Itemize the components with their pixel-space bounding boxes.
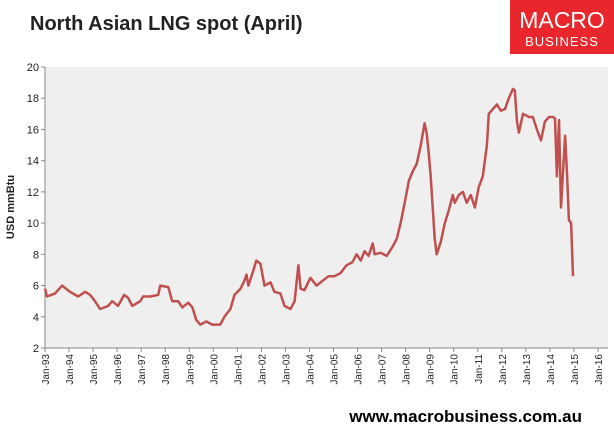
plot-area (45, 67, 608, 348)
footer: www.macrobusiness.com.au (348, 407, 582, 426)
x-tick-label: Jan-02 (257, 354, 268, 385)
x-tick-label: Jan-08 (402, 354, 413, 385)
x-tick-label: Jan-94 (65, 354, 76, 385)
x-tick-label: Jan-13 (522, 354, 533, 385)
x-tick-label: Jan-06 (354, 354, 365, 385)
y-tick-label: 10 (27, 218, 39, 230)
logo-box (510, 0, 614, 54)
x-tick-label: Jan-98 (161, 354, 172, 385)
y-tick-label: 12 (27, 187, 39, 199)
x-tick-label: Jan-01 (233, 354, 244, 385)
x-tick-label: Jan-04 (305, 354, 316, 385)
x-tick-label: Jan-10 (450, 354, 461, 385)
y-tick-label: 20 (27, 62, 39, 74)
x-tick-label: Jan-99 (185, 354, 196, 385)
logo-text: MACRO (519, 7, 605, 33)
x-tick-label: Jan-97 (137, 354, 148, 385)
chart-title: North Asian LNG spot (April) (30, 13, 303, 35)
y-tick-label: 2 (33, 343, 39, 355)
data-line (43, 87, 575, 326)
x-tick-label: Jan-05 (330, 354, 341, 385)
x-tick-label: Jan-07 (378, 354, 389, 385)
y-tick-label: 8 (33, 249, 39, 261)
y-tick-label: 4 (33, 312, 39, 324)
x-tick-label: Jan-11 (474, 354, 485, 384)
y-axis-label: USD mmBtu (5, 175, 17, 239)
x-tick-label: Jan-95 (89, 354, 100, 385)
y-tick-label: 14 (27, 156, 39, 168)
y-tick-label: 16 (27, 124, 39, 136)
x-tick-label: Jan-09 (426, 354, 437, 385)
x-tick-label: Jan-03 (281, 354, 292, 385)
x-tick-label: Jan-14 (546, 354, 557, 385)
x-tick-label: Jan-12 (498, 354, 509, 385)
y-tick-label: 6 (33, 281, 39, 293)
x-tick-label: Jan-93 (41, 354, 52, 385)
x-tick-label: Jan-16 (594, 354, 605, 385)
x-tick-label: Jan-15 (570, 354, 581, 385)
x-tick-label: Jan-96 (113, 354, 124, 385)
y-tick-label: 18 (27, 93, 39, 105)
x-tick-label: Jan-00 (209, 354, 220, 385)
logo-text: BUSINESS (525, 34, 599, 49)
